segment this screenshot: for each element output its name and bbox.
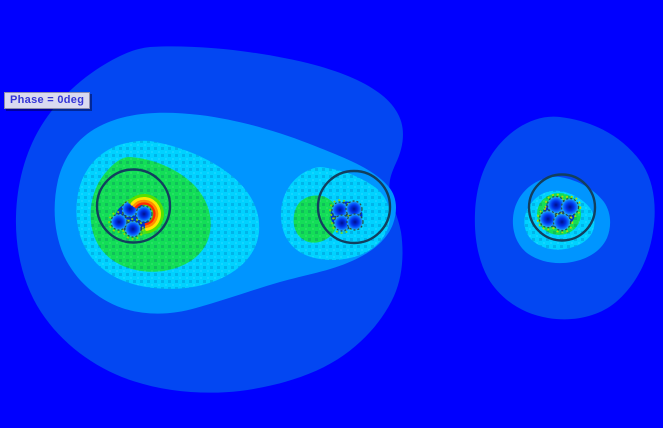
left-bundle-subconductor — [110, 213, 128, 231]
left-bundle-subconductor — [135, 205, 153, 223]
left-bundle-peak-field-arc — [134, 202, 156, 226]
right-bundle-boundary-circle — [527, 173, 597, 242]
phase-label: Phase = 0deg — [4, 92, 91, 109]
right-bundle-subconductor — [560, 197, 580, 217]
left-bundle-boundary-circle — [95, 168, 172, 244]
left-bundle-peak-field-arc — [130, 196, 161, 231]
left-bundle-subconductor — [124, 220, 142, 238]
right-bundle-field-ring — [558, 195, 582, 219]
conductor-bundles — [95, 168, 597, 245]
right-bundle-subconductor — [552, 212, 572, 232]
middle-bundle-boundary-circle — [316, 169, 392, 245]
right-bundle-field-ring — [550, 210, 574, 234]
left-bundle-peak-field-arc — [128, 194, 164, 234]
middle-bundle-subconductor — [346, 213, 364, 231]
left-bundle-peak-field-arc — [132, 199, 159, 228]
